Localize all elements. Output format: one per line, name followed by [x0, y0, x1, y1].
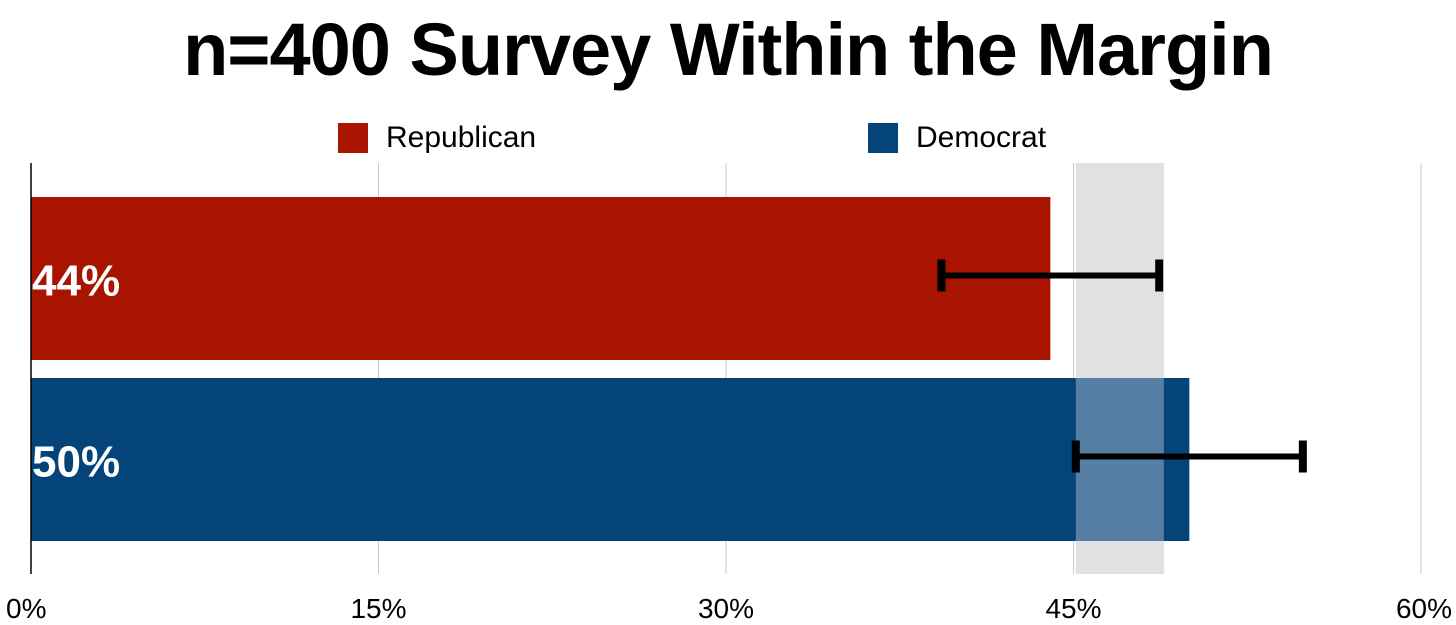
legend-label-democrat: Democrat	[916, 121, 1047, 154]
legend-item-republican: Republican	[338, 120, 536, 156]
x-tick-label: 60%	[1396, 593, 1452, 624]
x-tick-label: 15%	[350, 593, 406, 624]
x-tick-label: 0%	[6, 593, 46, 624]
legend-item-democrat: Democrat	[868, 120, 1046, 156]
legend-swatch-republican	[338, 123, 368, 153]
overlap-band-overlay	[1075, 163, 1164, 574]
data-label-republican: 44%	[32, 257, 120, 306]
legend-swatch-democrat	[868, 123, 898, 153]
bar-democrat	[31, 378, 1190, 541]
data-label-democrat: 50%	[32, 438, 120, 487]
x-tick-label: 30%	[698, 593, 754, 624]
bar-republican	[31, 197, 1051, 360]
chart-title: n=400 Survey Within the Margin	[183, 8, 1274, 91]
legend-label-republican: Republican	[386, 121, 537, 154]
x-tick-label: 45%	[1045, 593, 1101, 624]
